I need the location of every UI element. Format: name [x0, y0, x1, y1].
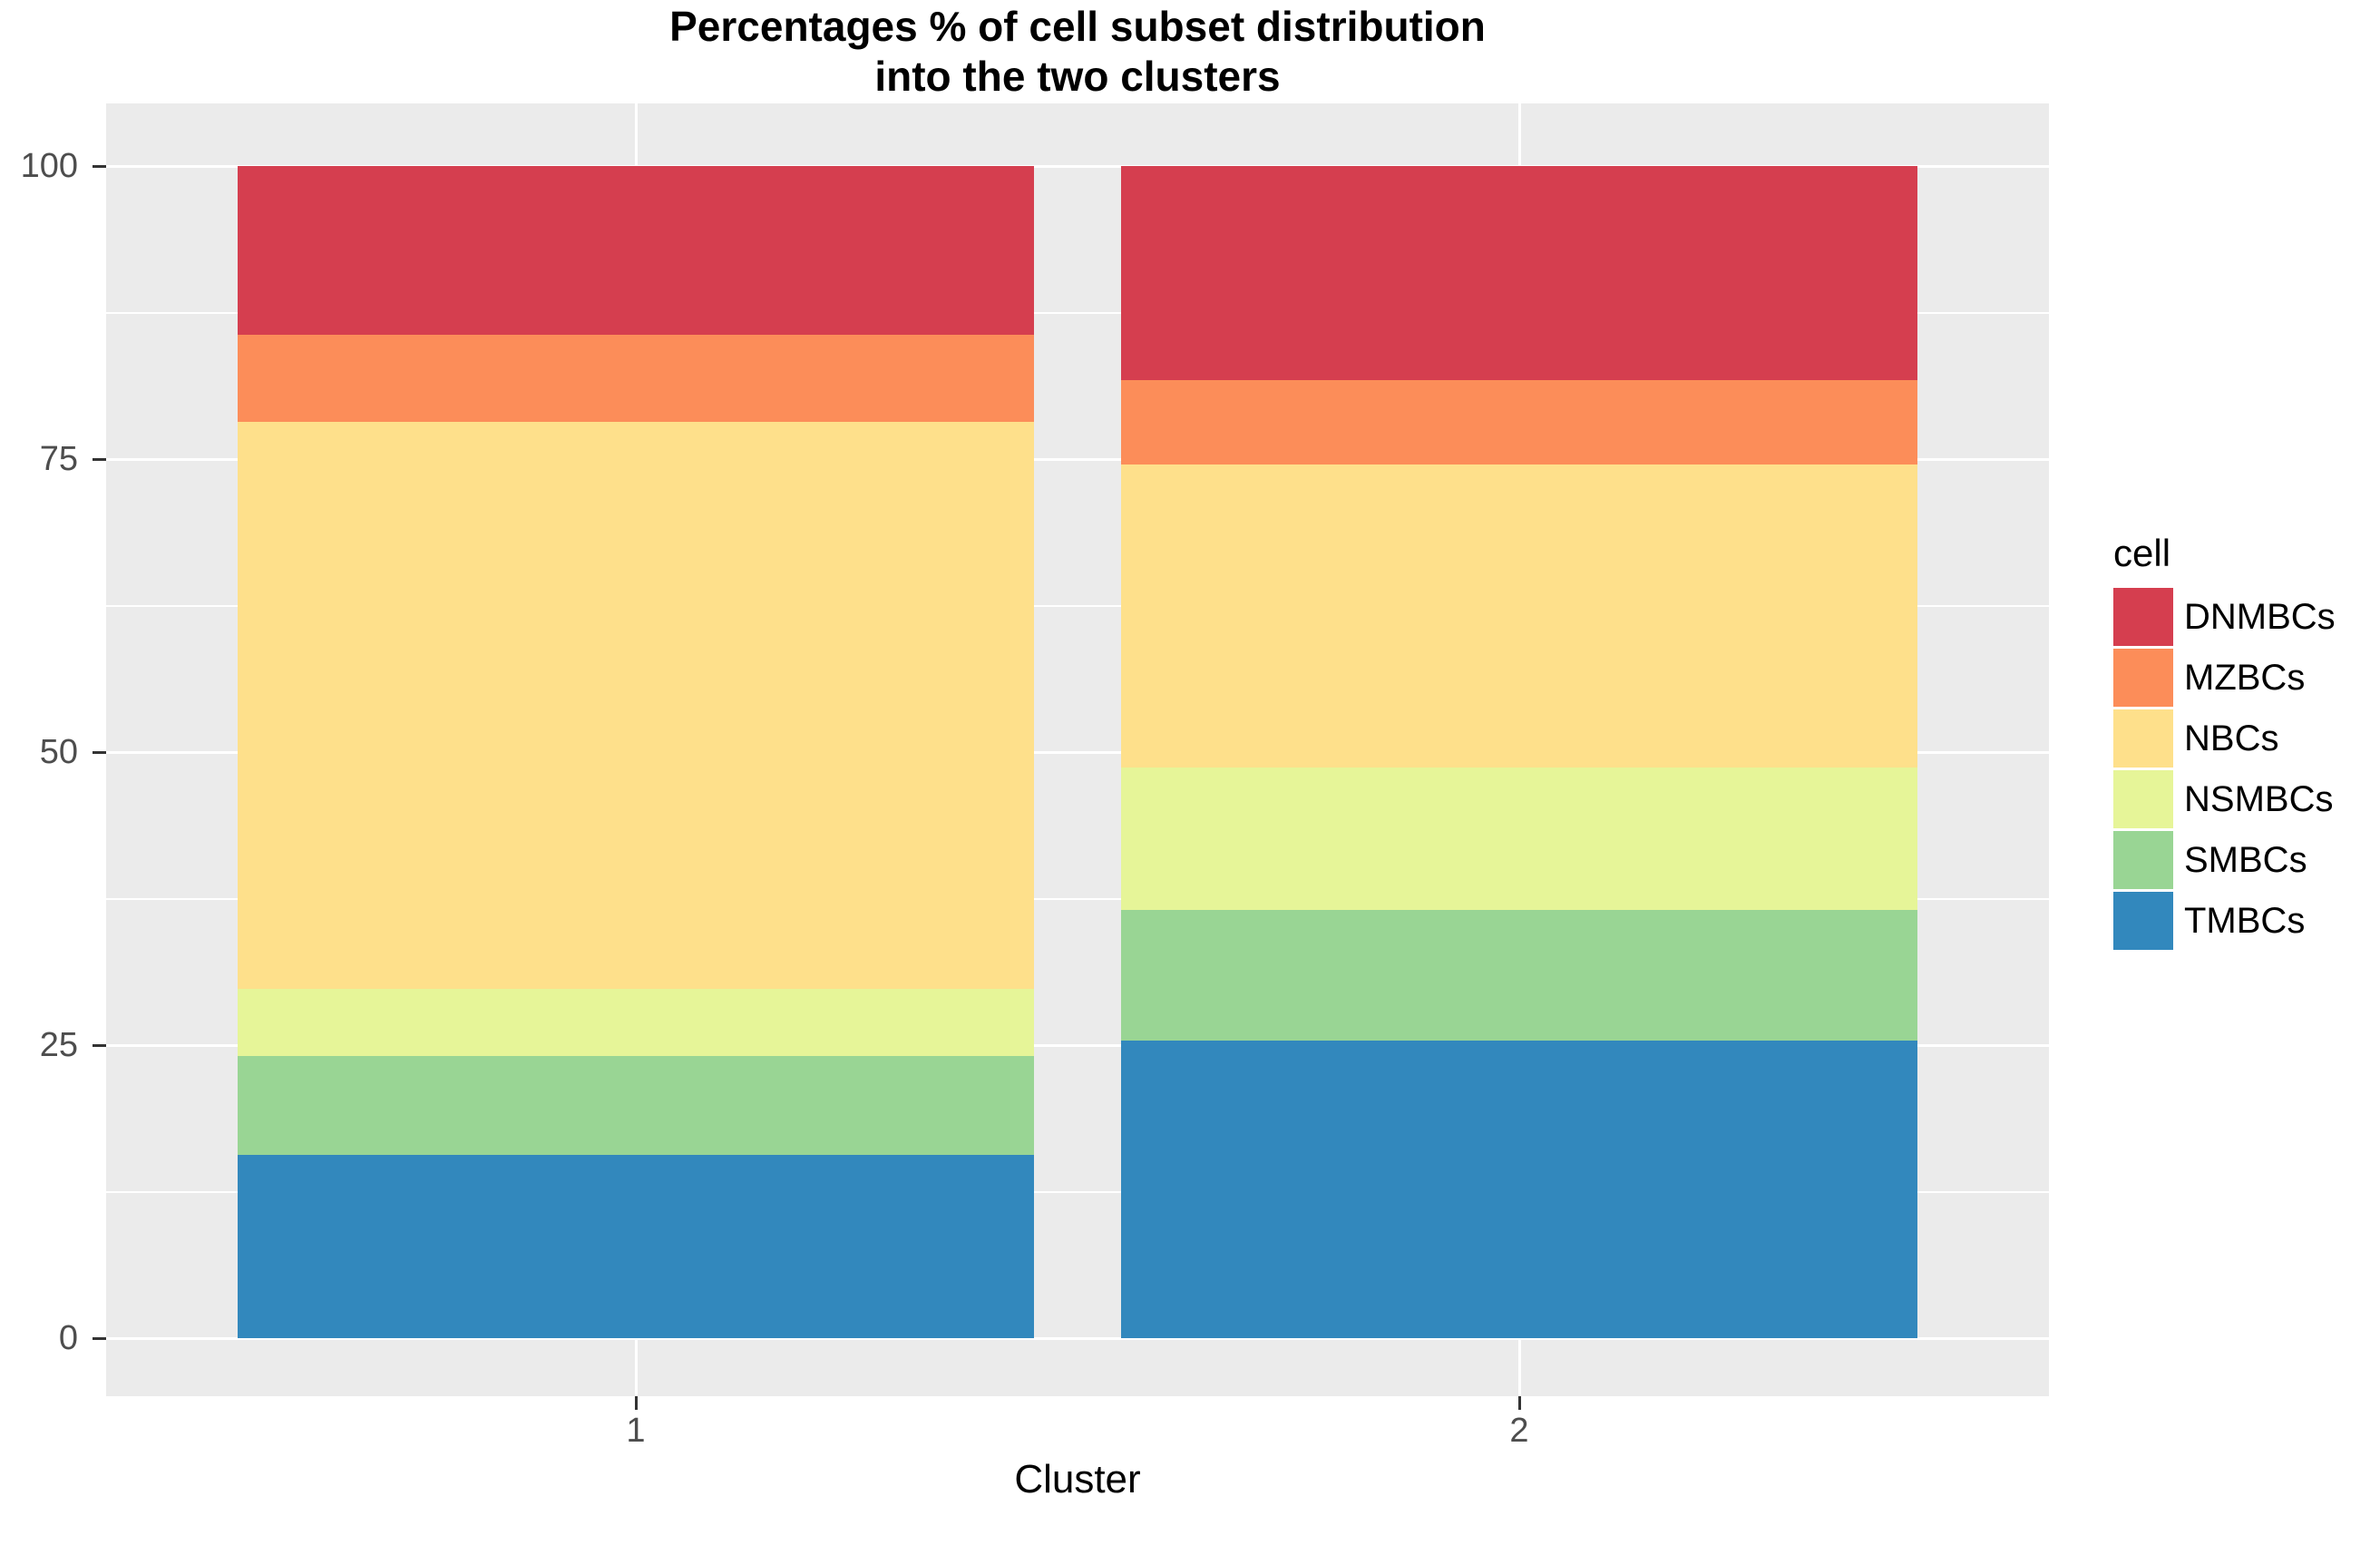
legend-title: cell [2113, 532, 2171, 574]
bar-cluster-1 [238, 166, 1034, 1338]
y-tick-label: 50 [39, 733, 78, 771]
legend: cell DNMBCs MZBCs NBCs NSMBCs SMBCs TMBCs [2113, 532, 2336, 953]
gridline-major-y [106, 1043, 2049, 1047]
chart-title: Percentages % of cell subset distributio… [106, 2, 2049, 102]
legend-entry-mzbcs: MZBCs [2113, 649, 2336, 707]
legend-label: TMBCs [2184, 900, 2306, 941]
bar-segment-mzbcs-cluster-1 [238, 335, 1034, 422]
gridline-major-y [106, 750, 2049, 754]
legend-label: DNMBCs [2184, 596, 2336, 637]
y-tick-label: 25 [39, 1026, 78, 1064]
bar-segment-tmbcs-cluster-1 [238, 1155, 1034, 1338]
plot-panel [106, 103, 2049, 1396]
y-tick-label: 75 [39, 440, 78, 478]
bar-segment-nsmbcs-cluster-1 [238, 988, 1034, 1056]
y-tick-label: 100 [20, 147, 78, 185]
legend-label: NSMBCs [2184, 778, 2334, 819]
y-tick [93, 164, 106, 168]
legend-entries: DNMBCs MZBCs NBCs NSMBCs SMBCs TMBCs [2113, 588, 2336, 950]
legend-entry-tmbcs: TMBCs [2113, 892, 2336, 950]
legend-entry-nbcs: NBCs [2113, 709, 2336, 768]
chart-title-line1: Percentages % of cell subset distributio… [669, 3, 1486, 50]
bar-segment-nsmbcs-cluster-2 [1121, 767, 1917, 911]
legend-swatch-smbcs [2113, 831, 2173, 889]
x-tick [634, 1396, 638, 1410]
gridline-minor-y [106, 604, 2049, 607]
bar-segment-dnmbcs-cluster-1 [238, 166, 1034, 336]
x-tick-label: 2 [1509, 1412, 1529, 1450]
chart-title-line2: into the two clusters [874, 53, 1281, 100]
legend-swatch-mzbcs [2113, 649, 2173, 707]
legend-swatch-nbcs [2113, 709, 2173, 768]
legend-swatch-tmbcs [2113, 892, 2173, 950]
bar-segment-nbcs-cluster-1 [238, 421, 1034, 989]
y-tick [93, 1336, 106, 1340]
x-tick-label: 1 [626, 1412, 646, 1450]
x-tick [1517, 1396, 1521, 1410]
bar-cluster-2 [1121, 166, 1917, 1338]
y-tick [93, 457, 106, 461]
legend-label: NBCs [2184, 718, 2279, 758]
gridline-major-y [106, 457, 2049, 461]
gridline-major-y [106, 164, 2049, 168]
gridline-minor-y [106, 1190, 2049, 1193]
y-tick-label: 0 [58, 1319, 78, 1357]
legend-label: SMBCs [2184, 839, 2307, 880]
legend-swatch-nsmbcs [2113, 770, 2173, 828]
y-tick [93, 750, 106, 754]
bar-segment-smbcs-cluster-2 [1121, 910, 1917, 1041]
bar-segment-nbcs-cluster-2 [1121, 464, 1917, 768]
gridline-major-y [106, 1336, 2049, 1340]
bar-segment-smbcs-cluster-1 [238, 1055, 1034, 1156]
legend-entry-nsmbcs: NSMBCs [2113, 770, 2336, 828]
bar-segment-mzbcs-cluster-2 [1121, 380, 1917, 465]
y-tick [93, 1043, 106, 1047]
legend-label: MZBCs [2184, 657, 2306, 698]
gridline-minor-y [106, 897, 2049, 900]
x-axis-title: Cluster [1014, 1457, 1141, 1501]
legend-entry-dnmbcs: DNMBCs [2113, 588, 2336, 646]
bar-segment-tmbcs-cluster-2 [1121, 1040, 1917, 1338]
bar-segment-dnmbcs-cluster-2 [1121, 166, 1917, 381]
legend-entry-smbcs: SMBCs [2113, 831, 2336, 889]
gridline-minor-y [106, 311, 2049, 314]
legend-swatch-dnmbcs [2113, 588, 2173, 646]
